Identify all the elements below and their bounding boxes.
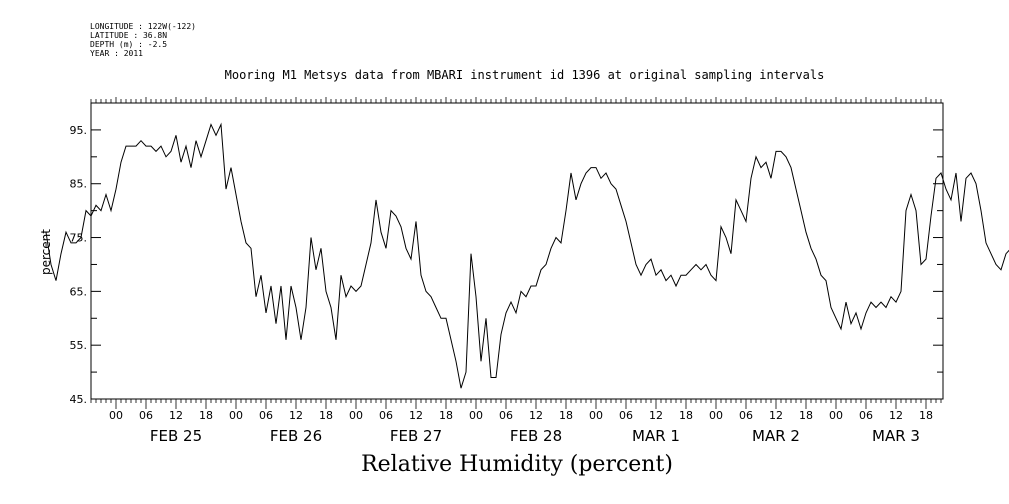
x-tick-label: 06	[139, 409, 153, 422]
day-label: FEB 28	[510, 427, 562, 445]
x-tick-label: 18	[799, 409, 813, 422]
x-tick-label: 12	[649, 409, 663, 422]
x-tick-label: 18	[559, 409, 573, 422]
y-tick-label: 55.	[70, 339, 88, 352]
longitude-label: LONGITUDE : 122W(-122)	[90, 22, 196, 31]
y-tick-label: 75.	[70, 232, 88, 245]
x-tick-label: 12	[289, 409, 303, 422]
x-tick-label: 12	[409, 409, 423, 422]
x-tick-label: 00	[829, 409, 843, 422]
day-label: MAR 2	[752, 427, 800, 445]
y-tick-label: 65.	[70, 285, 88, 298]
x-tick-label: 06	[619, 409, 633, 422]
x-tick-label: 12	[769, 409, 783, 422]
x-tick-label: 00	[469, 409, 483, 422]
x-tick-label: 06	[859, 409, 873, 422]
day-label: FEB 26	[270, 427, 322, 445]
x-tick-label: 00	[709, 409, 723, 422]
y-tick-label: 45.	[70, 393, 88, 406]
x-tick-label: 00	[229, 409, 243, 422]
x-tick-label: 12	[889, 409, 903, 422]
x-tick-label: 00	[109, 409, 123, 422]
x-tick-label: 06	[259, 409, 273, 422]
latitude-label: LATITUDE : 36.8N	[90, 31, 168, 40]
y-tick-label: 95.	[70, 124, 88, 137]
x-tick-label: 12	[529, 409, 543, 422]
day-label: FEB 27	[390, 427, 442, 445]
day-label: MAR 1	[632, 427, 680, 445]
day-label: FEB 25	[150, 427, 202, 445]
plot-frame	[90, 102, 944, 400]
x-tick-label: 18	[199, 409, 213, 422]
day-label: MAR 3	[872, 427, 920, 445]
x-tick-label: 06	[499, 409, 513, 422]
metadata-block: LONGITUDE : 122W(-122) LATITUDE : 36.8N …	[90, 22, 196, 58]
x-tick-label: 18	[439, 409, 453, 422]
x-tick-label: 00	[349, 409, 363, 422]
y-tick-label: 85.	[70, 178, 88, 191]
depth-label: DEPTH (m) : -2.5	[90, 40, 168, 49]
year-label: YEAR : 2011	[90, 49, 143, 58]
x-tick-label: 18	[319, 409, 333, 422]
chart-title: Mooring M1 Metsys data from MBARI instru…	[224, 68, 825, 82]
x-tick-label: 18	[919, 409, 933, 422]
humidity-line	[45, 122, 1009, 389]
x-tick-label: 06	[739, 409, 753, 422]
y-axis-title: percent	[39, 229, 53, 275]
x-tick-label: 18	[679, 409, 693, 422]
x-tick-label: 00	[589, 409, 603, 422]
x-tick-label: 12	[169, 409, 183, 422]
x-tick-label: 06	[379, 409, 393, 422]
x-axis-title: Relative Humidity (percent)	[361, 452, 673, 477]
